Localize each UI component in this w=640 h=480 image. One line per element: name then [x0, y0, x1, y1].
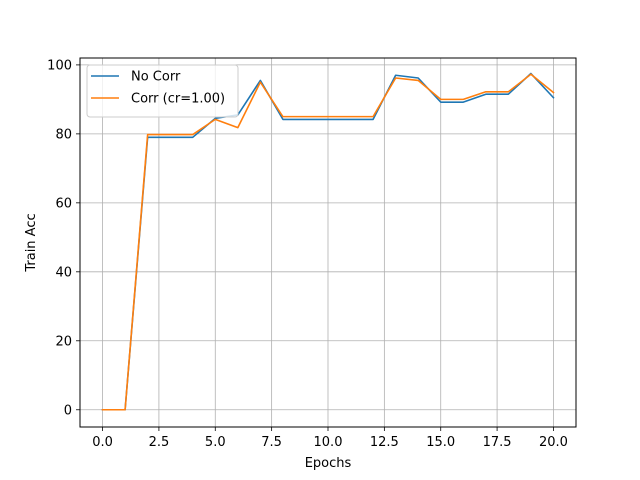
axis-ticks: 0.0 2.5 5.0 7.5 10.0 12.5 15.0 17.5 20.0 0 20 40 60 8… — [47, 58, 568, 450]
y-tick-label: 0 — [64, 403, 72, 418]
y-tick-label: 80 — [55, 127, 72, 142]
x-tick-label: 7.5 — [261, 435, 282, 450]
legend: No Corr Corr (cr=1.00) — [86, 64, 239, 118]
y-tick-label: 40 — [55, 265, 72, 280]
legend-label-0: No Corr — [131, 70, 181, 85]
y-axis-label: Train Acc — [24, 213, 39, 272]
x-tick-label: 10.0 — [314, 435, 343, 450]
x-tick-label: 5.0 — [205, 435, 226, 450]
y-tick-label: 20 — [55, 334, 72, 349]
y-tick-label: 100 — [47, 58, 72, 73]
x-tick-label: 17.5 — [483, 435, 512, 450]
x-axis-label: Epochs — [305, 456, 352, 471]
series-lines — [101, 72, 555, 411]
x-tick-label: 0.0 — [92, 435, 113, 450]
series-line-1 — [101, 73, 555, 411]
x-tick-label: 20.0 — [539, 435, 568, 450]
x-tick-label: 12.5 — [370, 435, 399, 450]
legend-box — [86, 64, 239, 118]
series-line-0 — [101, 72, 555, 411]
x-tick-label: 15.0 — [426, 435, 455, 450]
x-tick-label: 2.5 — [149, 435, 170, 450]
legend-label-1: Corr (cr=1.00) — [131, 92, 225, 107]
y-tick-label: 60 — [55, 196, 72, 211]
